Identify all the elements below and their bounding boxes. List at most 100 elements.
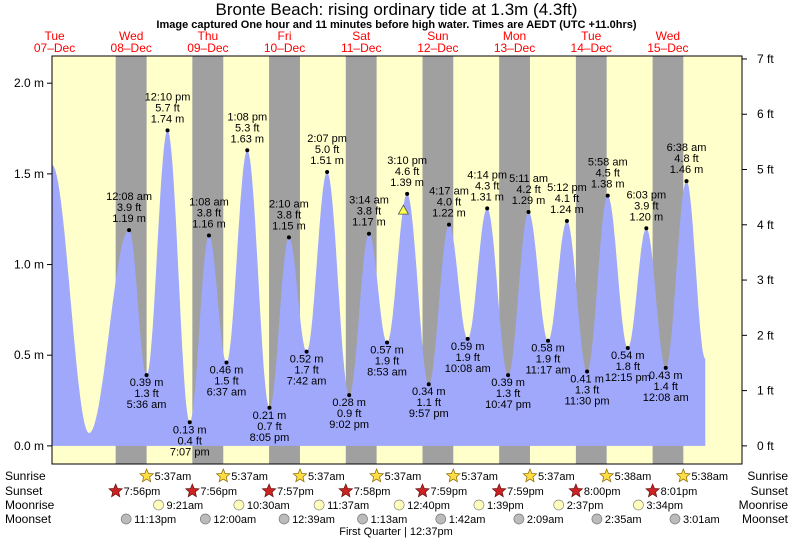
tide-extreme-label: 1.19 m [112, 213, 146, 225]
tide-extreme-label: 5.0 ft [315, 144, 339, 156]
moonrise-time-label: 10:30am [247, 500, 290, 512]
day-name-label: Wed [119, 29, 143, 43]
tide-extreme-label: 0.7 ft [257, 421, 281, 433]
day-name-label: Fri [278, 29, 292, 43]
tide-extreme-label: 0.39 m [130, 377, 164, 389]
day-date-label: 07–Dec [34, 41, 75, 55]
moonrise-icon [393, 499, 405, 511]
tide-extreme-label: 3.9 ft [634, 200, 658, 212]
tide-extreme-label: 0.54 m [611, 350, 645, 362]
sunset-row-label-left: Sunset [5, 484, 43, 498]
tide-extreme-label: 8:53 am [367, 367, 407, 379]
y-left-tick-label: 1.5 m [14, 167, 44, 181]
moonset-row-label-right: Moonset [742, 512, 789, 526]
tide-extreme-label: 1.9 ft [375, 356, 399, 368]
day-name-label: Thu [198, 29, 219, 43]
tide-extreme-label: 6:03 pm [626, 189, 666, 201]
tide-extreme-label: 3.8 ft [277, 209, 301, 221]
tide-extreme-dot [224, 360, 229, 365]
sunrise-time-label: 5:38am [615, 471, 652, 483]
tide-extreme-dot [564, 219, 569, 224]
tide-extreme-label: 1.22 m [432, 208, 466, 220]
moonset-icon [120, 513, 132, 525]
tide-extreme-dot [465, 336, 470, 341]
tide-extreme-label: 5:36 am [127, 399, 167, 411]
tide-extreme-label: 1.1 ft [417, 397, 441, 409]
moonrise-icon [473, 499, 485, 511]
day-name-label: Sat [352, 29, 371, 43]
tide-extreme-label: 8:05 pm [250, 432, 290, 444]
tide-extreme-label: 9:57 pm [409, 408, 449, 420]
tide-extreme-label: 5:11 am [509, 173, 548, 185]
sunrise-row-label-left: Sunrise [5, 469, 46, 483]
sunrise-time-label: 5:37am [231, 471, 268, 483]
moonset-time-label: 12:00am [213, 514, 256, 526]
tide-extreme-dot [405, 191, 410, 196]
tide-extreme-dot [447, 222, 452, 227]
sunrise-icon [292, 468, 308, 483]
sunset-time-label: 7:56pm [200, 486, 237, 498]
tide-extreme-label: 1.3 ft [575, 385, 599, 397]
sunset-icon [261, 483, 277, 498]
y-right-tick-label: 0 ft [757, 439, 774, 453]
tide-extreme-dot [127, 228, 132, 233]
sunset-row-label-right: Sunset [751, 484, 789, 498]
tide-curve-area [52, 130, 706, 446]
sunset-time-label: 7:57pm [277, 486, 314, 498]
moonset-time-label: 12:39am [292, 514, 335, 526]
tide-extreme-label: 0.43 m [649, 370, 683, 382]
day-date-label: 10–Dec [264, 41, 305, 55]
sunrise-row-label-right: Sunrise [747, 469, 788, 483]
tide-extreme-label: 0.21 m [253, 410, 287, 422]
moonset-time-label: 1:13am [371, 514, 408, 526]
tide-extreme-label: 0.34 m [412, 386, 446, 398]
day-date-label: 13–Dec [494, 41, 535, 55]
moonset-icon [513, 513, 525, 525]
moonset-icon [357, 513, 368, 525]
tide-extreme-label: 10:08 am [445, 363, 491, 375]
tide-extreme-label: 0.9 ft [337, 408, 361, 420]
sunset-icon [184, 483, 200, 498]
tide-extreme-label: 0.4 ft [178, 435, 202, 447]
tide-extreme-label: 1.5 ft [214, 375, 238, 387]
tide-extreme-label: 0.28 m [332, 397, 366, 409]
sunset-time-label: 7:59pm [507, 486, 544, 498]
moonset-time-label: 2:35am [605, 514, 642, 526]
tide-extreme-dot [644, 226, 649, 231]
tide-extreme-label: 12:15 pm [605, 372, 651, 384]
tide-extreme-dot [625, 345, 630, 350]
moonrise-row-label-left: Moonrise [5, 498, 55, 512]
tide-extreme-label: 5.7 ft [155, 102, 179, 114]
tide-extreme-label: 3.9 ft [117, 202, 141, 214]
moonrise-time-label: 1:39pm [487, 500, 524, 512]
y-left-tick-label: 1.0 m [14, 258, 44, 272]
day-name-label: Tue [581, 29, 602, 43]
tide-extreme-label: 5.3 ft [235, 122, 259, 134]
tide-extreme-label: 4:17 am [429, 186, 469, 198]
y-right-tick-label: 4 ft [757, 218, 774, 232]
sunrise-icon [599, 468, 615, 483]
tide-extreme-dot [526, 209, 531, 214]
tide-extreme-label: 1.20 m [630, 211, 664, 223]
chart-title: Bronte Beach: rising ordinary tide at 1.… [215, 0, 578, 19]
moonset-time-label: 11:13pm [134, 514, 176, 526]
day-name-label: Wed [656, 29, 680, 43]
tide-extreme-label: 1.24 m [550, 204, 584, 216]
tide-extreme-label: 12:08 am [643, 392, 689, 404]
tide-extreme-label: 1.8 ft [616, 361, 640, 373]
tide-extreme-label: 4.2 ft [516, 184, 540, 196]
moon-phase-label: First Quarter | 12:37pm [339, 526, 453, 538]
tide-extreme-label: 9:02 pm [329, 419, 369, 431]
moonset-icon [669, 513, 681, 525]
moonset-row-label-left: Moonset [5, 512, 52, 526]
tide-extreme-dot [663, 365, 668, 370]
tide-extreme-label: 3.8 ft [357, 206, 381, 218]
tide-extreme-label: 1.74 m [151, 113, 185, 125]
tide-labels-layer: 12:08 am3.9 ft1.19 m0.39 m1.3 ft5:36 am1… [106, 91, 706, 458]
tide-extreme-label: 7:07 pm [170, 446, 210, 458]
sunrise-time-label: 5:37am [308, 471, 345, 483]
moonrise-icon [553, 499, 565, 511]
tide-extreme-label: 1.9 ft [536, 354, 560, 366]
sunset-time-label: 7:59pm [430, 486, 467, 498]
